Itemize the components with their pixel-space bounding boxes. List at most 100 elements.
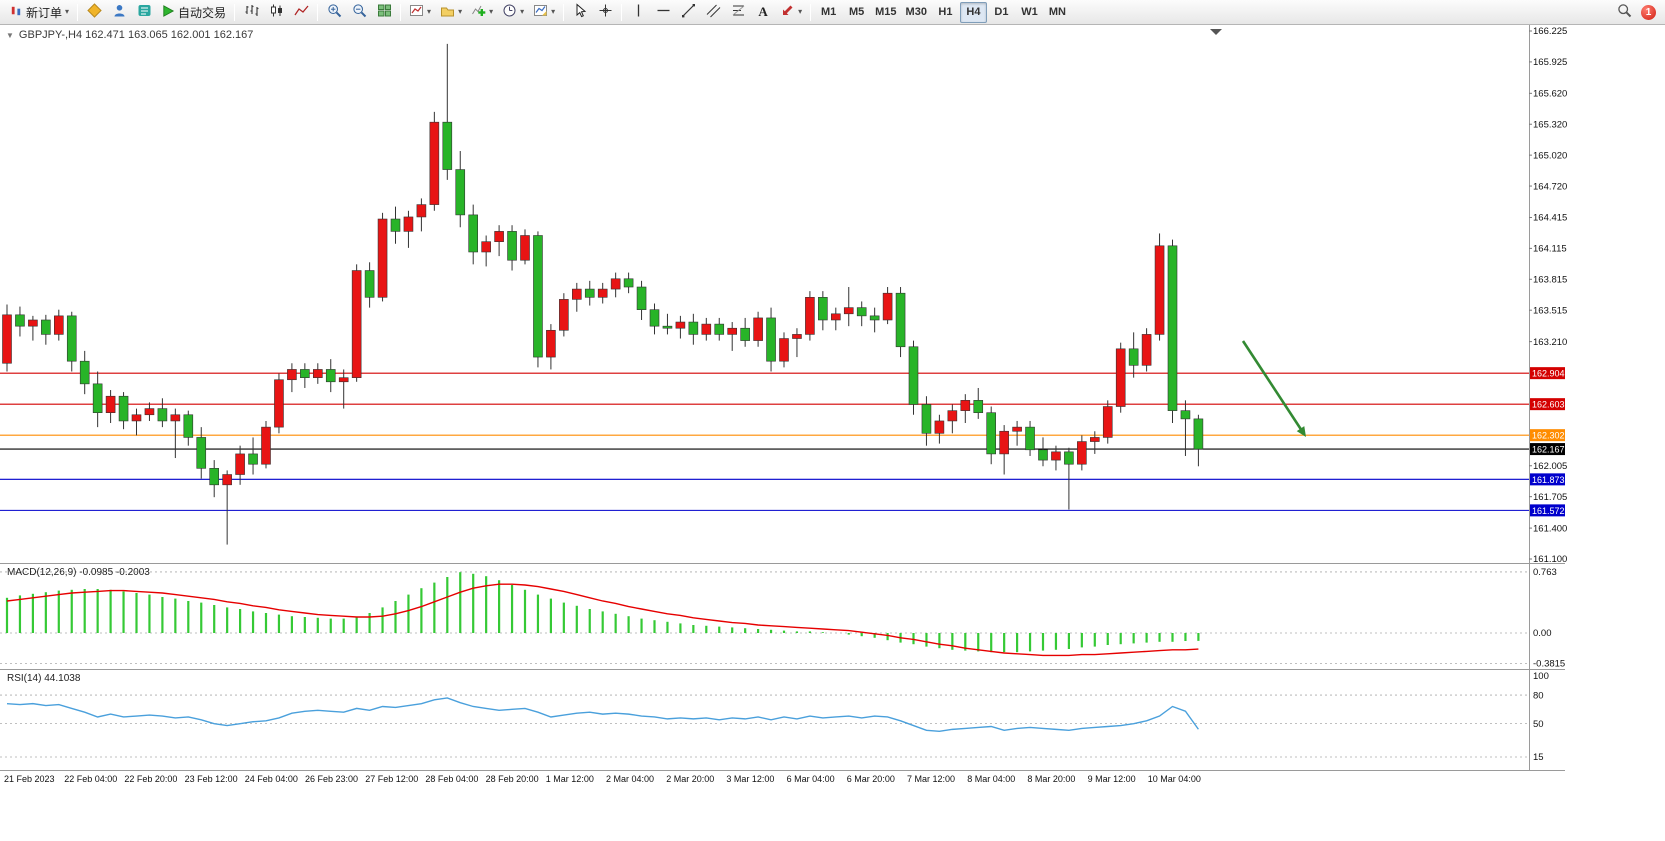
templates-icon (533, 3, 548, 21)
tile-windows-icon (377, 3, 392, 21)
crosshair-button[interactable] (593, 2, 617, 23)
horizontal-line-button[interactable] (651, 2, 675, 23)
tile-windows-button[interactable] (372, 2, 396, 23)
price-lines[interactable] (0, 372, 1529, 511)
timeframe-m15-button[interactable]: M15 (871, 2, 900, 23)
toolbar-separator (810, 3, 812, 21)
trend-arrow-annotation[interactable] (1241, 340, 1306, 437)
timeframe-m5-button[interactable]: M5 (843, 2, 870, 23)
fibonacci-icon (731, 3, 746, 21)
chevron-down-icon: ▾ (520, 7, 525, 16)
horizontal-line-icon (656, 3, 671, 21)
timeframe-m1-button[interactable]: M1 (815, 2, 842, 23)
navigator-button[interactable] (107, 2, 131, 23)
new-order-button[interactable]: 新订单 ▾ (5, 2, 73, 23)
templates-button[interactable]: ▾ (529, 2, 559, 23)
bar-chart-button[interactable] (239, 2, 263, 23)
svg-text:3 Mar 12:00: 3 Mar 12:00 (726, 774, 774, 784)
svg-text:165.020: 165.020 (1533, 150, 1567, 161)
rsi-panel[interactable]: 100 80 50 15 (0, 671, 1549, 763)
chevron-down-icon: ▾ (798, 7, 803, 16)
auto-trading-button[interactable]: 自动交易 (157, 2, 230, 23)
navigator-icon (112, 3, 127, 21)
svg-text:10 Mar 04:00: 10 Mar 04:00 (1148, 774, 1201, 784)
data-window-button[interactable] (132, 2, 156, 23)
time-axis[interactable]: 21 Feb 2023 22 Feb 04:00 22 Feb 20:00 23 Fe… (4, 774, 1201, 784)
profiles-button[interactable]: ▾ (436, 2, 466, 23)
notification-badge[interactable]: 1 (1641, 4, 1656, 20)
arrows-button[interactable]: ▾ (776, 2, 806, 23)
text-tool-icon: A (758, 4, 768, 19)
cursor-icon (573, 3, 588, 21)
svg-text:162.603: 162.603 (1532, 400, 1565, 410)
toolbar-separator (77, 3, 79, 21)
timeframe-mn-button[interactable]: MN (1044, 2, 1071, 23)
toolbar-separator (317, 3, 319, 21)
timeframe-d1-button[interactable]: D1 (988, 2, 1015, 23)
svg-text:162.005: 162.005 (1533, 461, 1567, 472)
cursor-button[interactable] (568, 2, 592, 23)
svg-text:28 Feb 04:00: 28 Feb 04:00 (425, 774, 478, 784)
svg-text:6 Mar 04:00: 6 Mar 04:00 (787, 774, 835, 784)
new-order-label: 新订单 (26, 5, 63, 20)
svg-text:161.873: 161.873 (1532, 475, 1565, 485)
zoom-out-button[interactable] (347, 2, 371, 23)
svg-text:24 Feb 04:00: 24 Feb 04:00 (245, 774, 298, 784)
candlestick-chart-button[interactable] (264, 2, 288, 23)
indicators-icon (471, 3, 486, 21)
new-order-icon (9, 4, 23, 21)
new-chart-button[interactable]: ▾ (405, 2, 435, 23)
search-icon (1617, 3, 1632, 21)
svg-text:23 Feb 12:00: 23 Feb 12:00 (185, 774, 238, 784)
svg-text:22 Feb 20:00: 22 Feb 20:00 (124, 774, 177, 784)
zoom-in-button[interactable] (322, 2, 346, 23)
trendline-button[interactable] (676, 2, 700, 23)
timeframe-h1-button[interactable]: H1 (932, 2, 959, 23)
indicators-button[interactable]: ▾ (467, 2, 497, 23)
search-button[interactable] (1612, 2, 1636, 23)
svg-text:162.904: 162.904 (1532, 369, 1565, 379)
profiles-icon (440, 3, 455, 21)
timeframe-w1-button[interactable]: W1 (1016, 2, 1043, 23)
svg-text:2 Mar 20:00: 2 Mar 20:00 (666, 774, 714, 784)
periods-button[interactable]: ▾ (498, 2, 528, 23)
svg-text:7 Mar 12:00: 7 Mar 12:00 (907, 774, 955, 784)
channel-button[interactable] (701, 2, 725, 23)
timeframe-m30-button[interactable]: M30 (902, 2, 931, 23)
timeframe-group: M1 M5 M15 M30 H1 H4 D1 W1 MN (815, 1, 1071, 23)
candles (2, 43, 1204, 545)
svg-text:15: 15 (1533, 752, 1544, 763)
svg-text:165.620: 165.620 (1533, 89, 1567, 100)
crosshair-icon (598, 3, 613, 21)
svg-text:26 Feb 23:00: 26 Feb 23:00 (305, 774, 358, 784)
scroll-end-marker-icon[interactable] (1210, 29, 1222, 35)
svg-text:6 Mar 20:00: 6 Mar 20:00 (847, 774, 895, 784)
candlestick-chart-canvas[interactable]: 166.225 165.925 165.620 165.320 165.020 164.7… (0, 25, 1665, 841)
chevron-down-icon: ▾ (458, 7, 463, 16)
text-button[interactable]: A (751, 2, 775, 23)
line-chart-button[interactable] (289, 2, 313, 23)
chevron-down-icon: ▾ (551, 7, 556, 16)
svg-text:162.302: 162.302 (1532, 431, 1565, 441)
svg-text:8 Mar 20:00: 8 Mar 20:00 (1027, 774, 1075, 784)
fibonacci-button[interactable] (726, 2, 750, 23)
chevron-down-icon: ▾ (427, 7, 432, 16)
timeframe-h4-button[interactable]: H4 (959, 1, 987, 23)
svg-text:165.320: 165.320 (1533, 119, 1567, 130)
svg-text:-0.3815: -0.3815 (1533, 659, 1565, 670)
chevron-down-icon: ▾ (489, 7, 494, 16)
toolbar-separator (563, 3, 565, 21)
toolbar-separator (621, 3, 623, 21)
candlestick-icon (269, 3, 284, 21)
svg-text:161.572: 161.572 (1532, 506, 1565, 516)
market-watch-button[interactable] (82, 2, 106, 23)
price-axis[interactable]: 166.225 165.925 165.620 165.320 165.020 164.7… (1529, 26, 1567, 565)
svg-text:165.925: 165.925 (1533, 57, 1567, 68)
svg-text:27 Feb 12:00: 27 Feb 12:00 (365, 774, 418, 784)
svg-text:163.210: 163.210 (1533, 337, 1567, 348)
arrow-tool-icon (780, 3, 795, 21)
vertical-line-button[interactable] (626, 2, 650, 23)
svg-text:9 Mar 12:00: 9 Mar 12:00 (1088, 774, 1136, 784)
svg-text:1 Mar 12:00: 1 Mar 12:00 (546, 774, 594, 784)
macd-panel[interactable]: 0.763 0.00 -0.3815 (0, 567, 1565, 670)
